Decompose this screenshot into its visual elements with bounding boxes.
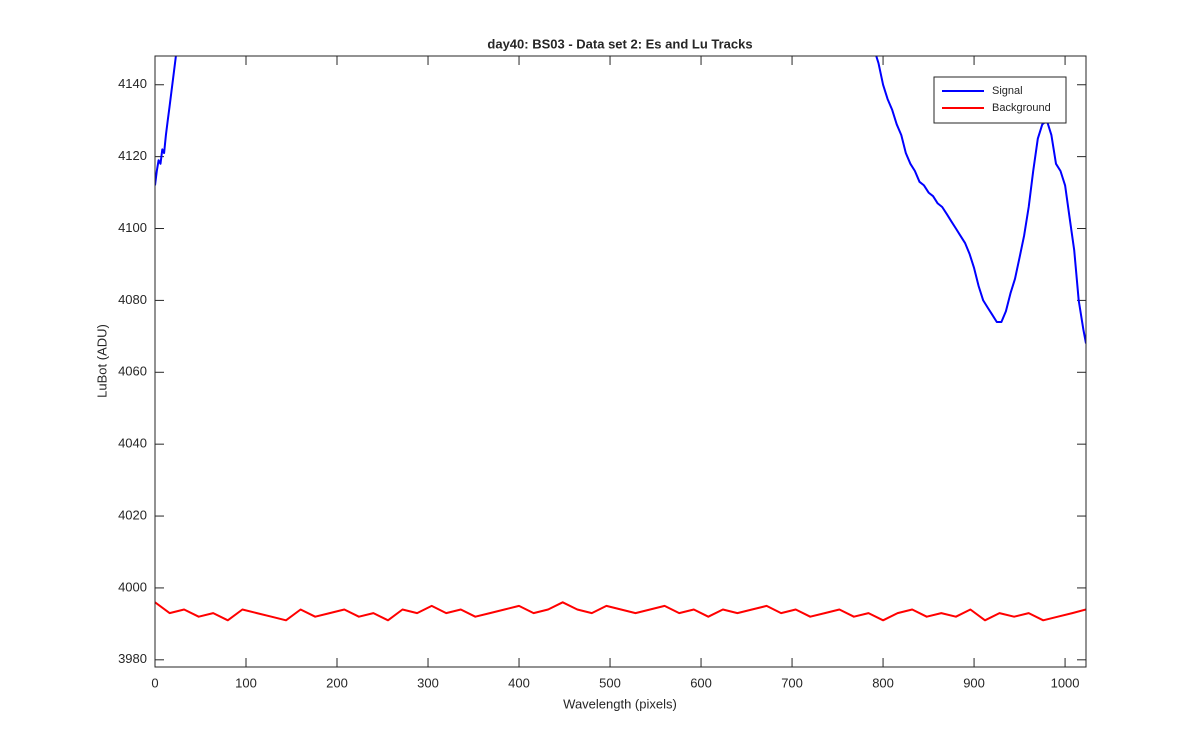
legend-box bbox=[933, 76, 1067, 124]
y-tick-label: 3980 bbox=[118, 651, 147, 666]
x-tick-label: 300 bbox=[417, 675, 439, 690]
series-line bbox=[155, 56, 1086, 344]
legend-label: Background bbox=[992, 102, 1051, 114]
x-tick-label: 800 bbox=[872, 675, 894, 690]
y-axis-label: LuBot (ADU) bbox=[94, 324, 109, 398]
axes-box bbox=[154, 55, 1087, 668]
y-tick-label: 4080 bbox=[118, 292, 147, 307]
x-axis-label: Wavelength (pixels) bbox=[563, 696, 677, 711]
x-tick-label: 700 bbox=[781, 675, 803, 690]
x-tick-label: 1000 bbox=[1051, 675, 1080, 690]
y-tick-label: 4060 bbox=[118, 364, 147, 379]
x-tick-label: 500 bbox=[599, 675, 621, 690]
series-line bbox=[155, 601, 1086, 622]
legend-label: Signal bbox=[992, 85, 1023, 97]
y-tick-label: 4100 bbox=[118, 220, 147, 235]
y-tick-label: 4040 bbox=[118, 436, 147, 451]
y-tick-label: 4120 bbox=[118, 148, 147, 163]
y-tick-label: 4000 bbox=[118, 579, 147, 594]
x-tick-label: 0 bbox=[151, 675, 158, 690]
y-tick-label: 4020 bbox=[118, 507, 147, 522]
x-tick-label: 600 bbox=[690, 675, 712, 690]
chart-title: day40: BS03 - Data set 2: Es and Lu Trac… bbox=[487, 36, 752, 51]
y-tick-label: 4140 bbox=[118, 76, 147, 91]
x-tick-label: 400 bbox=[508, 675, 530, 690]
x-tick-label: 100 bbox=[235, 675, 257, 690]
plot-area bbox=[155, 56, 1086, 622]
x-tick-label: 200 bbox=[326, 675, 348, 690]
x-tick-label: 900 bbox=[963, 675, 985, 690]
